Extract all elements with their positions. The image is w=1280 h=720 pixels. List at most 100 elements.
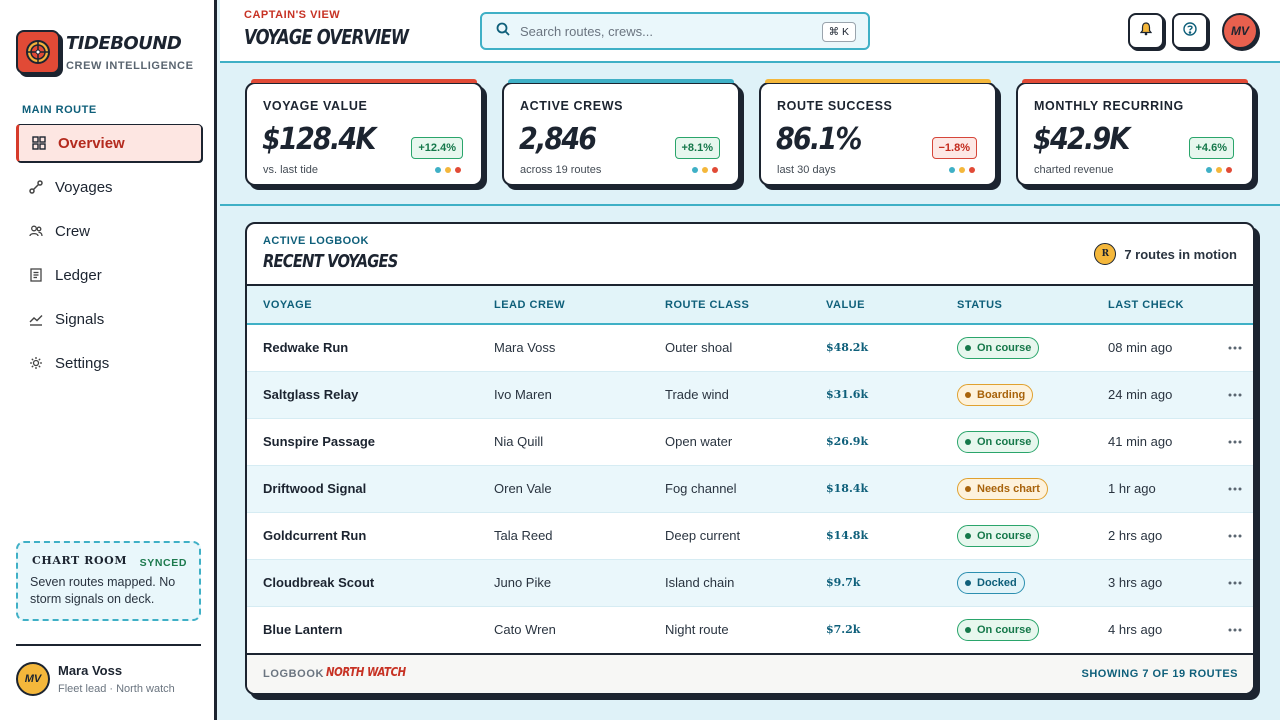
panel-title: RECENT VOYAGES [263,251,398,272]
status-label: On course [977,529,1032,542]
sidebar-item-label: Settings [55,354,110,372]
sidebar-item-settings[interactable]: Settings [16,344,202,382]
footer-watch: NORTH WATCH [326,665,406,679]
panel-eyebrow: ACTIVE LOGBOOK [263,235,369,247]
sidebar-item-signals[interactable]: Signals [16,300,202,338]
bell-icon [1139,21,1153,41]
route-class: Outer shoal [665,340,733,356]
sidebar-item-label: Ledger [55,266,102,284]
voyage-name[interactable]: Cloudbreak Scout [263,575,375,590]
status-label: On course [977,341,1032,354]
last-check: 08 min ago [1108,340,1173,356]
table-row[interactable]: Sunspire Passage Nia Quill Open water $26.9… [247,418,1253,465]
last-check: 41 min ago [1108,434,1173,449]
recent-voyages-panel: ACTIVE LOGBOOK RECENT VOYAGES R 7 routes… [245,222,1255,695]
route-class: Fog channel [665,481,737,496]
help-button[interactable] [1172,13,1208,49]
column-header-status[interactable]: STATUS [957,298,1003,311]
status-dot-icon [965,626,971,633]
brand-name: TIDEBOUND [66,33,182,54]
status-badge: On course [957,430,1040,453]
voyage-value: $26.9k [826,435,869,448]
table-row[interactable]: Saltglass Relay Ivo Maren Trade wind $31.6k… [247,371,1253,418]
voyage-name[interactable]: Redwake Run [263,340,349,356]
sidebar-item-overview[interactable]: Overview [16,124,202,162]
table-row[interactable]: Redwake Run Mara Voss Outer shoal $48.2k On … [247,324,1253,371]
kpi-card-active-crews: ACTIVE CREWS 2,846 across 19 routes +8.1… [502,79,740,186]
column-header-lead-crew[interactable]: LEAD CREW [494,298,566,311]
status-badge: On course [957,336,1040,359]
more-actions-icon[interactable] [1225,385,1245,405]
profile-avatar[interactable]: MV [1222,13,1258,49]
last-check: 4 hrs ago [1108,622,1163,637]
search-box[interactable]: ⌘ K [480,12,870,50]
more-actions-icon[interactable] [1225,432,1245,452]
status-label: Docked [977,576,1017,589]
voyage-value: $18.4k [826,482,869,495]
sidebar-item-crew[interactable]: Crew [16,212,202,250]
lead-crew: Oren Vale [494,481,552,496]
nav-heading: MAIN ROUTE [22,104,97,116]
status-dot-icon [965,438,971,445]
status-label: Needs chart [977,482,1040,495]
kpi-label: MONTHLY RECURRING [1034,99,1184,113]
actions-cell [1205,324,1253,371]
document-icon [28,267,44,283]
column-header-voyage[interactable]: VOYAGE [263,298,313,311]
route-class: Night route [665,622,729,637]
sidebar-item-ledger[interactable]: Ledger [16,256,202,294]
route-class: Deep current [665,528,741,543]
voyage-name[interactable]: Goldcurrent Run [263,528,367,543]
table-row[interactable]: Blue Lantern Cato Wren Night route $7.2k On … [247,606,1253,653]
divider [16,644,201,646]
actions-cell [1205,465,1253,512]
status-label: On course [977,435,1032,448]
compass-logo-icon[interactable] [16,30,60,74]
status-badge: Boarding [957,383,1034,406]
table-row[interactable]: Cloudbreak Scout Juno Pike Island chain $9.… [247,559,1253,606]
voyage-name[interactable]: Driftwood Signal [263,481,367,496]
voyage-name[interactable]: Blue Lantern [263,622,343,637]
route-icon [28,179,44,195]
kpi-value: $42.9K [1033,122,1130,157]
column-header-last-check[interactable]: LAST CHECK [1108,298,1184,311]
column-header-route-class[interactable]: ROUTE CLASS [665,298,750,311]
kpi-card-route-success: ROUTE SUCCESS 86.1% last 30 days −1.8% [759,79,997,186]
notifications-button[interactable] [1128,13,1164,49]
keyboard-shortcut-badge: ⌘ K [821,22,856,42]
last-check: 24 min ago [1108,387,1173,402]
sidebar-item-label: Crew [55,222,91,240]
kpi-delta-badge: +12.4% [411,137,463,159]
sync-status-badge: SYNCED [139,557,187,569]
more-actions-icon[interactable] [1225,479,1245,499]
voyage-value: $48.2k [826,341,869,355]
search-input[interactable] [520,23,800,39]
more-actions-icon[interactable] [1225,573,1245,593]
kpi-label: VOYAGE VALUE [263,99,368,113]
actions-cell [1205,418,1253,465]
more-actions-icon[interactable] [1225,620,1245,640]
kpi-label: ROUTE SUCCESS [777,99,893,113]
avatar[interactable]: MV [16,662,50,696]
kpi-delta-badge: +8.1% [674,137,720,159]
status-badge: Docked [957,571,1025,594]
chart-room-title: CHART ROOM [32,554,128,567]
lead-crew: Juno Pike [494,575,552,590]
page-title: VOYAGE OVERVIEW [244,25,409,49]
people-icon [28,223,44,239]
last-check: 1 hr ago [1108,481,1156,496]
more-actions-icon[interactable] [1225,526,1245,546]
kpi-caption: last 30 days [777,164,836,176]
voyage-name[interactable]: Saltglass Relay [263,387,359,402]
sidebar-item-voyages[interactable]: Voyages [16,168,202,206]
status-dot-icon [965,579,971,586]
table-row[interactable]: Goldcurrent Run Tala Reed Deep current $14.… [247,512,1253,559]
more-actions-icon[interactable] [1225,338,1245,358]
pagination-summary: SHOWING 7 OF 19 ROUTES [1081,668,1238,680]
column-header-value[interactable]: VALUE [826,298,865,311]
status-cell: On course [941,606,1092,653]
table-row[interactable]: Driftwood Signal Oren Vale Fog channel $18.… [247,465,1253,512]
user-name: Mara Voss [58,663,123,678]
voyage-value: $7.2k [826,623,861,636]
voyage-name[interactable]: Sunspire Passage [263,434,375,449]
